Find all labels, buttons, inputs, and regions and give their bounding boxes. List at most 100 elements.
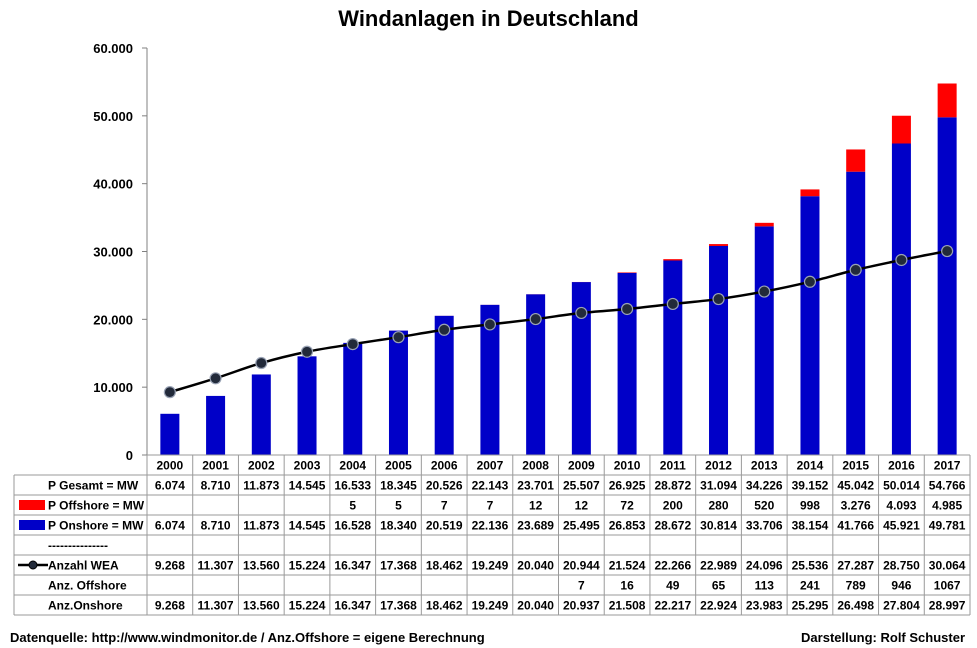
table-cell: 25.495 bbox=[563, 519, 600, 533]
table-cell: 30.064 bbox=[929, 559, 966, 573]
table-cell: 20.040 bbox=[517, 599, 554, 613]
table-cell: 30.814 bbox=[700, 519, 737, 533]
y-tick-label: 10.000 bbox=[93, 380, 133, 395]
point-anzahl-wea bbox=[575, 306, 588, 320]
y-tick-label: 0 bbox=[126, 448, 133, 463]
bar-onshore bbox=[434, 315, 454, 455]
table-cell: 22.217 bbox=[654, 599, 691, 613]
table-cell: 200 bbox=[663, 499, 683, 513]
table-cell: 23.689 bbox=[517, 519, 554, 533]
table-cell: 13.560 bbox=[243, 559, 280, 573]
table-cell: 9.268 bbox=[155, 599, 185, 613]
point-anzahl-wea bbox=[300, 345, 314, 358]
table-row-label: P Gesamt = MW bbox=[48, 479, 139, 493]
author-note: Darstellung: Rolf Schuster bbox=[801, 630, 965, 645]
y-tick-label: 40.000 bbox=[93, 177, 133, 192]
bar-onshore bbox=[160, 413, 180, 455]
table-cell: 19.249 bbox=[472, 599, 509, 613]
table-cell: 23.701 bbox=[517, 479, 554, 493]
bar-onshore bbox=[846, 171, 866, 455]
table-cell: 18.345 bbox=[380, 479, 417, 493]
table-row-label: Anz. Offshore bbox=[48, 579, 127, 593]
table-cell: 22.924 bbox=[700, 599, 737, 613]
table-cell: 49 bbox=[666, 579, 680, 593]
x-tick-label: 2002 bbox=[248, 459, 275, 473]
table-cell: 26.853 bbox=[609, 519, 646, 533]
table-cell: 20.519 bbox=[426, 519, 463, 533]
x-tick-label: 2000 bbox=[157, 459, 184, 473]
table-cell: 17.368 bbox=[380, 599, 417, 613]
table-cell: 6.074 bbox=[155, 479, 185, 493]
x-tick-label: 2006 bbox=[431, 459, 458, 473]
table-row-label: P Offshore = MW bbox=[48, 499, 145, 513]
table-cell: 24.096 bbox=[746, 559, 783, 573]
table-row-label: P Onshore = MW bbox=[48, 519, 144, 533]
point-anzahl-wea bbox=[941, 244, 954, 258]
table-cell: 998 bbox=[800, 499, 820, 513]
point-anzahl-wea bbox=[483, 318, 497, 331]
chart-title: Windanlagen in Deutschland bbox=[338, 6, 639, 31]
point-anzahl-wea bbox=[163, 386, 176, 399]
table-cell: 789 bbox=[846, 579, 866, 593]
table-cell: 11.307 bbox=[198, 559, 234, 573]
bar-offshore bbox=[846, 149, 866, 172]
bar-offshore bbox=[800, 189, 820, 197]
table-cell: 45.042 bbox=[837, 479, 874, 493]
table-cell: 22.266 bbox=[654, 559, 691, 573]
table-cell: 28.672 bbox=[654, 519, 691, 533]
table-cell: 946 bbox=[891, 579, 911, 593]
bar-onshore bbox=[388, 330, 408, 455]
table-cell: 28.997 bbox=[929, 599, 966, 613]
x-tick-label: 2016 bbox=[888, 459, 915, 473]
table-cell: 13.560 bbox=[243, 599, 280, 613]
table-cell: 26.498 bbox=[837, 599, 874, 613]
table-cell: 3.276 bbox=[841, 499, 871, 513]
table-cell: 18.462 bbox=[426, 559, 463, 573]
table-cell: 7 bbox=[441, 499, 448, 513]
table-cell: 22.989 bbox=[700, 559, 737, 573]
table-cell: 8.710 bbox=[201, 479, 231, 493]
table-cell: 19.249 bbox=[472, 559, 509, 573]
table-cell: 34.226 bbox=[746, 479, 783, 493]
point-anzahl-wea bbox=[529, 312, 542, 326]
table-cell: 16 bbox=[620, 579, 634, 593]
bar-offshore bbox=[663, 259, 683, 261]
table-cell: 25.295 bbox=[792, 599, 829, 613]
x-tick-label: 2014 bbox=[797, 459, 824, 473]
table-row-label: --------------- bbox=[48, 539, 108, 553]
table-cell: 14.545 bbox=[289, 479, 326, 493]
bar-onshore bbox=[251, 374, 271, 455]
y-tick-label: 60.000 bbox=[93, 41, 133, 56]
bar-onshore bbox=[206, 395, 226, 455]
point-anzahl-wea bbox=[666, 297, 679, 311]
point-anzahl-wea bbox=[392, 331, 405, 344]
table-cell: 25.507 bbox=[563, 479, 600, 493]
bar-onshore bbox=[526, 294, 546, 455]
table-cell: 50.014 bbox=[883, 479, 920, 493]
bar-onshore bbox=[663, 260, 683, 455]
point-anzahl-wea bbox=[346, 338, 359, 351]
point-anzahl-wea bbox=[849, 263, 862, 277]
table-cell: 11.307 bbox=[198, 599, 234, 613]
table-cell: 27.804 bbox=[883, 599, 920, 613]
table-cell: 20.937 bbox=[563, 599, 600, 613]
x-tick-label: 2004 bbox=[339, 459, 366, 473]
table-cell: 33.706 bbox=[746, 519, 783, 533]
table-cell: 4.093 bbox=[886, 499, 916, 513]
point-anzahl-wea bbox=[758, 285, 771, 298]
x-tick-label: 2017 bbox=[934, 459, 961, 473]
table-cell: 5 bbox=[395, 499, 402, 513]
table-row-label: Anzahl WEA bbox=[48, 559, 119, 573]
x-tick-label: 2015 bbox=[842, 459, 869, 473]
bar-onshore bbox=[297, 356, 317, 455]
table-cell: 15.224 bbox=[289, 559, 326, 573]
table-cell: 28.750 bbox=[883, 559, 920, 573]
table-cell: 38.154 bbox=[792, 519, 829, 533]
table-cell: 41.766 bbox=[837, 519, 874, 533]
x-tick-label: 2003 bbox=[294, 459, 321, 473]
table-cell: 16.347 bbox=[334, 599, 371, 613]
table-cell: 7 bbox=[487, 499, 494, 513]
x-tick-label: 2008 bbox=[522, 459, 549, 473]
table-cell: 14.545 bbox=[289, 519, 326, 533]
